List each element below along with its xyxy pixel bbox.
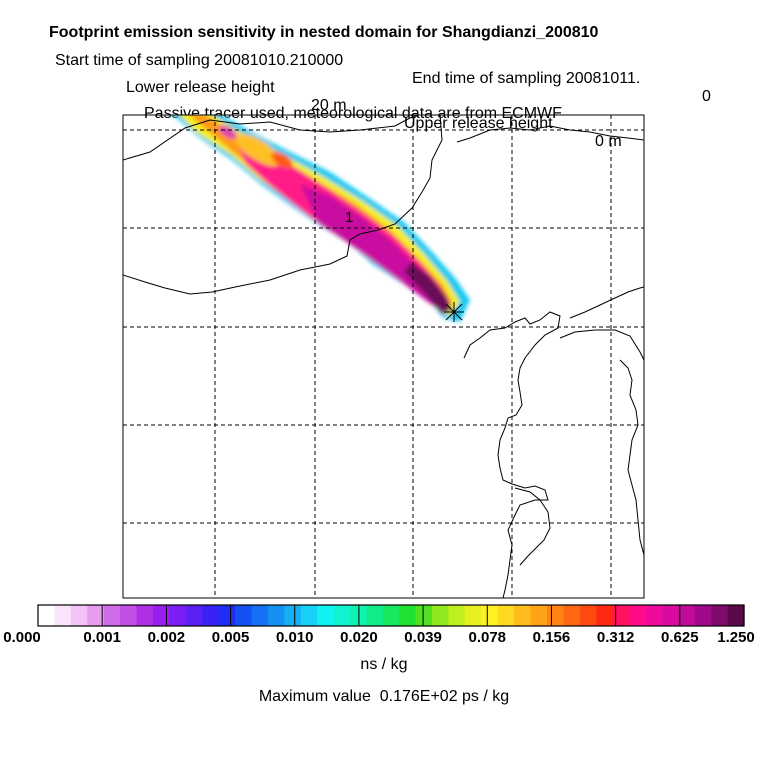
colorbar-tick-label: 1.250	[717, 629, 755, 646]
colorbar-swatch	[530, 605, 548, 626]
colorbar-swatch	[563, 605, 581, 626]
colorbar-swatch	[300, 605, 318, 626]
colorbar-swatch	[514, 605, 532, 626]
colorbar-swatch	[267, 605, 285, 626]
colorbar-tick-label: 0.625	[661, 629, 699, 646]
colorbar-swatch	[579, 605, 597, 626]
colorbar-swatch	[152, 605, 170, 626]
colorbar-swatch	[711, 605, 729, 626]
colorbar-swatch	[546, 605, 564, 626]
footprint-plume	[173, 115, 470, 322]
grid-lines	[123, 115, 644, 598]
end-time: End time of sampling 20081011.	[412, 70, 641, 87]
colorbar-tick-label: 0.000	[3, 629, 41, 646]
colorbar-swatch	[612, 605, 630, 626]
colorbar-swatch	[645, 605, 663, 626]
colorbar-swatch	[727, 605, 745, 626]
colorbar-swatch	[382, 605, 400, 626]
colorbar-swatch	[202, 605, 220, 626]
colorbar-tick-label: 0.001	[83, 629, 121, 646]
lower-release-value: 20 m	[311, 97, 347, 114]
colorbar-swatch	[448, 605, 466, 626]
map-frame	[122, 114, 645, 599]
colorbar-swatch	[399, 605, 417, 626]
lower-release-label: Lower release height	[126, 79, 275, 96]
colorbar-swatch	[415, 605, 433, 626]
tracer-text: Passive tracer used, meteorological data…	[144, 105, 562, 122]
colorbar-frame	[37, 604, 745, 627]
colorbar-unit: ns / kg	[360, 656, 408, 673]
colorbar-tick-label: 0.020	[340, 629, 378, 646]
colorbar-swatch	[120, 605, 138, 626]
colorbar-swatch	[251, 605, 269, 626]
upper-release-label: Upper release height	[404, 115, 553, 132]
colorbar-swatch	[169, 605, 187, 626]
end-time-value: 0	[702, 88, 711, 105]
tracer-line: Passive tracer used, meteorological data…	[0, 87, 768, 123]
colorbar-swatch	[481, 605, 499, 626]
colorbar-swatch	[432, 605, 450, 626]
colorbar-swatch	[38, 605, 56, 626]
colorbar-swatch	[366, 605, 384, 626]
plot-title: Footprint emission sensitivity in nested…	[0, 6, 768, 42]
colorbar-swatch	[70, 605, 88, 626]
colorbar-tick-label: 0.312	[596, 629, 635, 646]
colorbar-tick-label: 0.039	[404, 629, 442, 646]
start-time: Start time of sampling 20081010.210000	[55, 52, 344, 69]
max-value-text: Maximum value 0.176E+02 ps / kg	[258, 688, 510, 705]
sampling-time-line: Start time of sampling 20081010.210000 E…	[0, 34, 768, 106]
colorbar-swatch	[235, 605, 253, 626]
colorbar-swatch	[661, 605, 679, 626]
colorbar-swatch	[464, 605, 482, 626]
colorbar-swatch	[103, 605, 121, 626]
plume-contour-label: 1	[345, 209, 353, 226]
colorbar-swatch	[87, 605, 105, 626]
colorbar-swatch	[333, 605, 351, 626]
colorbar-swatch	[317, 605, 335, 626]
colorbar	[37, 605, 745, 626]
colorbar-tick-label: 0.078	[468, 629, 507, 646]
colorbar-swatch	[218, 605, 236, 626]
colorbar-swatch	[284, 605, 302, 626]
colorbar-swatch	[497, 605, 515, 626]
colorbar-swatch	[629, 605, 647, 626]
colorbar-swatch	[678, 605, 696, 626]
colorbar-swatch	[54, 605, 72, 626]
colorbar-swatch	[694, 605, 712, 626]
title-text: Footprint emission sensitivity in nested…	[49, 24, 599, 41]
colorbar-tick-label: 0.005	[211, 629, 250, 646]
plume-core-dark	[404, 262, 452, 314]
colorbar-tick-label: 0.010	[275, 629, 314, 646]
coastlines	[123, 115, 644, 598]
receptor-marker	[444, 302, 464, 322]
colorbar-swatch	[596, 605, 614, 626]
colorbar-tick-label: 0.002	[147, 629, 186, 646]
colorbar-swatch	[136, 605, 154, 626]
plume-band-magenta	[300, 184, 446, 310]
colorbar-swatch	[185, 605, 203, 626]
colorbar-tick-label: 0.156	[532, 629, 571, 646]
